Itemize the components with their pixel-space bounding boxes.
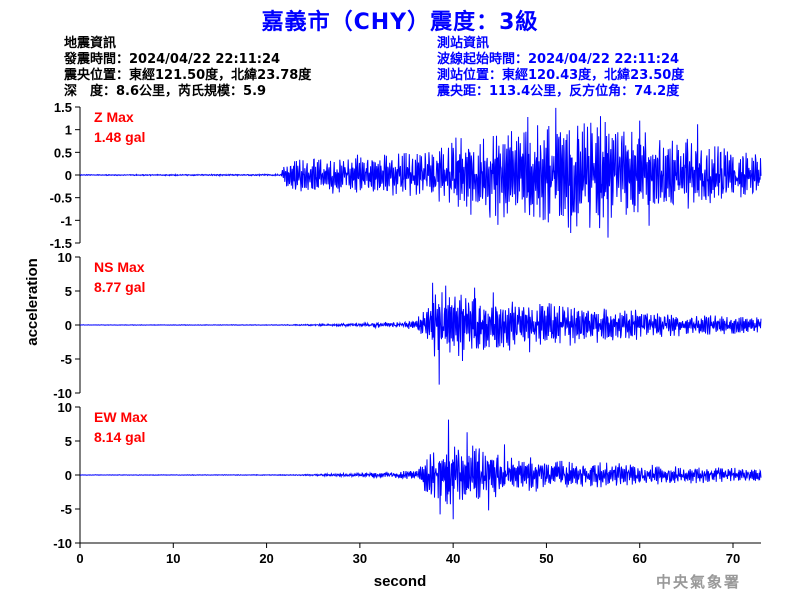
y-tick-label: 1 xyxy=(65,123,72,138)
epicentral-distance: 震央距：113.4公里，反方位角：74.2度 xyxy=(437,84,680,99)
x-tick-label: 70 xyxy=(726,551,740,566)
page-title: 嘉義市（CHY）震度：3級 xyxy=(261,10,539,35)
trace-ns xyxy=(79,282,762,385)
station-info-panel: 測站資訊 波線起始時間：2024/04/22 22:11:24 測站位置：東經1… xyxy=(437,36,684,100)
x-axis-title: second xyxy=(374,573,427,590)
y-tick-label: -10 xyxy=(53,386,72,401)
max-label-ew: EW Max xyxy=(94,409,148,425)
max-value-ns: 8.77 gal xyxy=(94,279,145,295)
trace-z xyxy=(79,107,762,238)
y-tick-label: 0.5 xyxy=(54,145,72,160)
trace-ew xyxy=(80,419,762,520)
y-tick-label: -0.5 xyxy=(50,191,72,206)
y-tick-label: -1 xyxy=(60,213,72,228)
panel-z: -1.5 -1 -0.5 0 0.5 1 1.5 Z Max 1.48 gal xyxy=(50,100,762,251)
y-tick-label: 10 xyxy=(58,250,72,265)
y-tick-label: -10 xyxy=(53,536,72,551)
panel-ew: -10 -5 0 5 10 EW Max 8.14 gal xyxy=(53,400,762,551)
y-tick-label: 0 xyxy=(65,168,72,183)
max-label-z: Z Max xyxy=(94,109,134,125)
wave-start-time: 波線起始時間：2024/04/22 22:11:24 xyxy=(437,52,680,67)
x-tick-label: 30 xyxy=(353,551,367,566)
x-tick-label: 50 xyxy=(539,551,553,566)
y-tick-label: 1.5 xyxy=(54,100,72,115)
station-location: 測站位置：東經120.43度，北緯23.50度 xyxy=(437,68,685,83)
origin-time: 發震時間：2024/04/22 22:11:24 xyxy=(64,52,281,67)
y-tick-label: -5 xyxy=(60,352,72,367)
x-tick-label: 20 xyxy=(259,551,273,566)
max-value-z: 1.48 gal xyxy=(94,129,145,145)
y-tick-label: 10 xyxy=(58,400,72,415)
station-info-heading: 測站資訊 xyxy=(437,36,490,51)
panel-ns: -10 -5 0 5 10 NS Max 8.77 gal xyxy=(53,250,762,401)
max-label-ns: NS Max xyxy=(94,259,145,275)
depth-magnitude: 深 度：8.6公里，芮氏規模：5.9 xyxy=(64,84,267,99)
max-value-ew: 8.14 gal xyxy=(94,429,145,445)
epicenter-location: 震央位置：東經121.50度，北緯23.78度 xyxy=(64,68,312,83)
agency-credit: 中央氣象署 xyxy=(656,573,742,591)
earthquake-info-panel: 地震資訊 發震時間：2024/04/22 22:11:24 震央位置：東經121… xyxy=(64,36,311,100)
y-tick-label: -5 xyxy=(60,502,72,517)
y-tick-label: 0 xyxy=(65,318,72,333)
y-tick-label: 5 xyxy=(65,434,72,449)
x-tick-label: 40 xyxy=(446,551,460,566)
earthquake-info-heading: 地震資訊 xyxy=(64,36,117,51)
y-tick-label: 0 xyxy=(65,468,72,483)
x-tick-label: 60 xyxy=(632,551,646,566)
x-tick-label: 0 xyxy=(76,551,83,566)
x-axis: 0 10 20 30 40 50 60 70 xyxy=(76,542,761,566)
y-axis-title: acceleration xyxy=(24,258,41,346)
y-tick-label: -1.5 xyxy=(50,236,72,251)
y-tick-label: 5 xyxy=(65,284,72,299)
x-tick-label: 10 xyxy=(166,551,180,566)
